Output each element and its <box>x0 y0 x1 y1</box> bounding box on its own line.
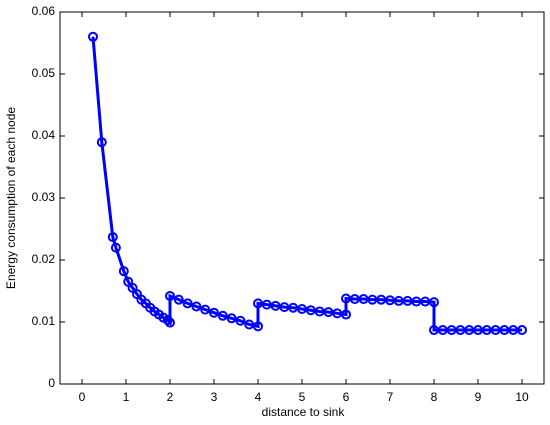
data-point <box>88 31 98 42</box>
data-point <box>96 137 107 148</box>
data-point <box>244 319 255 330</box>
plot-frame <box>59 11 545 385</box>
x-tick-label: 4 <box>255 390 262 404</box>
x-tick-label: 7 <box>387 390 394 404</box>
y-tick-label: 0.04 <box>32 128 56 142</box>
data-point <box>182 298 193 309</box>
y-axis-label: Energy consumption of each node <box>4 107 18 289</box>
y-tick-label: 0.03 <box>32 190 56 204</box>
x-tick-label: 9 <box>475 390 482 404</box>
data-point <box>165 317 175 328</box>
y-tick-label: 0 <box>48 376 55 390</box>
data-point <box>165 290 175 301</box>
data-point <box>226 313 237 324</box>
data-point <box>253 321 263 332</box>
y-tick-label: 0.01 <box>32 314 56 328</box>
y-tick-label: 0.06 <box>32 4 56 18</box>
x-tick-label: 0 <box>79 390 86 404</box>
x-tick-label: 3 <box>211 390 218 404</box>
data-point <box>110 242 121 253</box>
data-point <box>191 301 202 312</box>
data-point <box>235 315 246 326</box>
data-point <box>217 310 228 321</box>
y-tick-label: 0.05 <box>32 66 56 80</box>
data-point <box>162 315 173 326</box>
y-tick-label: 0.02 <box>32 252 56 266</box>
x-tick-label: 1 <box>123 390 130 404</box>
data-point <box>517 325 527 336</box>
data-point <box>107 232 118 243</box>
data-point <box>429 297 439 308</box>
x-tick-label: 5 <box>299 390 306 404</box>
data-line <box>91 36 522 332</box>
x-tick-label: 2 <box>167 390 174 404</box>
x-tick-label: 6 <box>343 390 350 404</box>
data-point <box>118 266 129 277</box>
data-point <box>173 294 184 305</box>
data-point <box>200 304 211 315</box>
x-axis-label: distance to sink <box>262 405 346 419</box>
x-tick-label: 8 <box>431 390 438 404</box>
data-point <box>209 307 219 318</box>
x-tick-label: 10 <box>515 390 529 404</box>
data-point <box>341 309 351 320</box>
